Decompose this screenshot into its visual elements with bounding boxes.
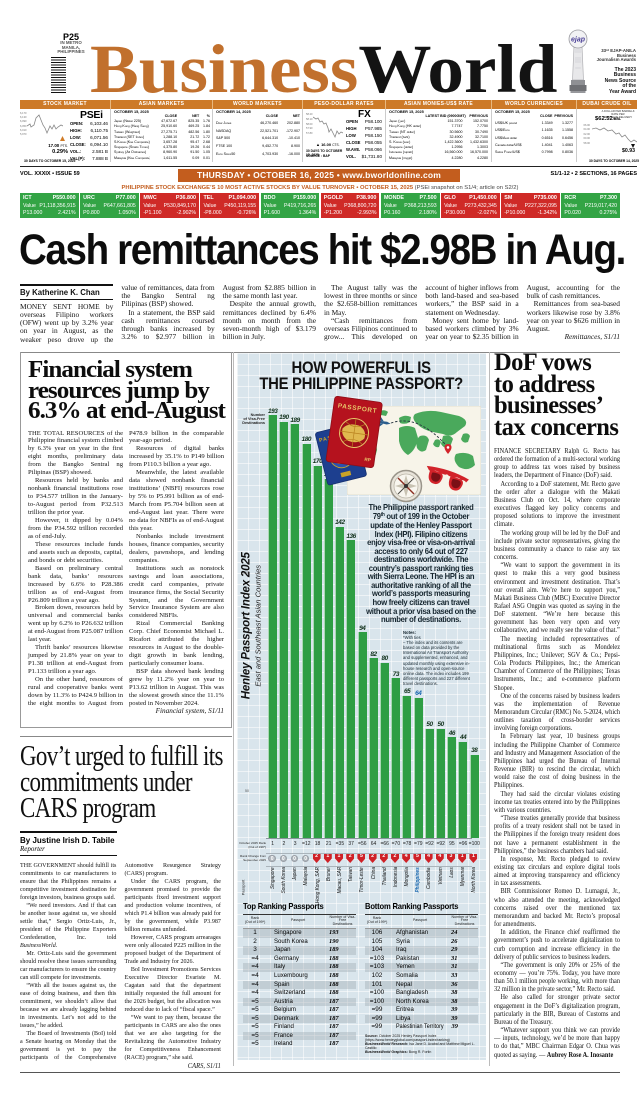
svg-text:ejap: ejap [571, 37, 586, 44]
svg-text:RP: RP [364, 457, 371, 463]
